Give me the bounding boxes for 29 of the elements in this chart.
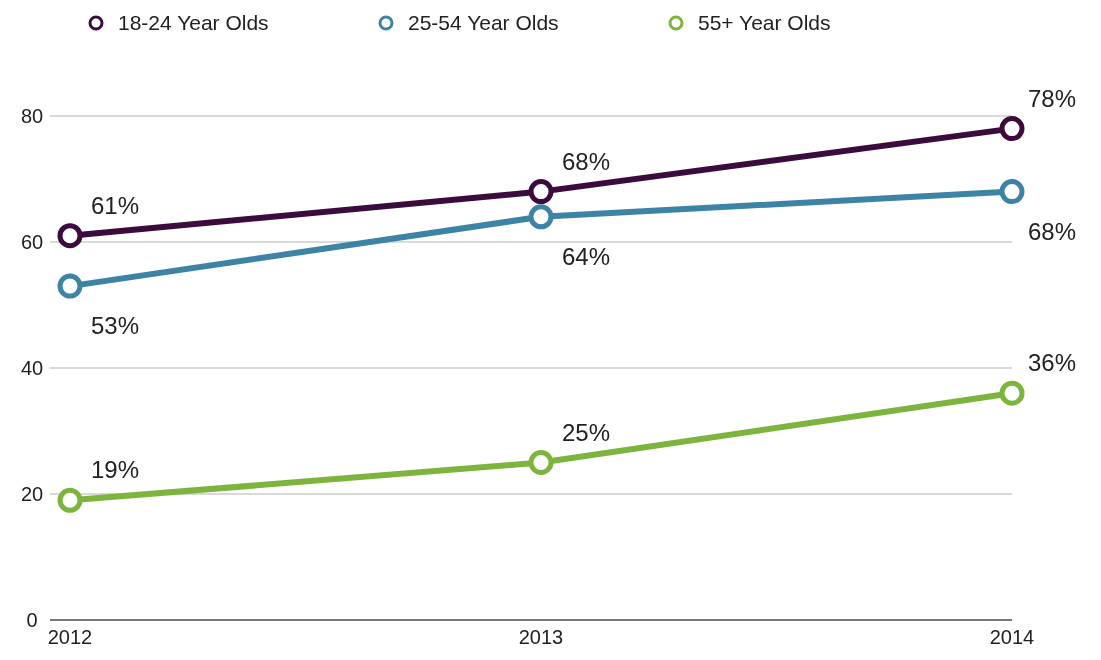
legend-label: 18-24 Year Olds [118,11,269,34]
data-label: 64% [561,242,611,270]
y-tick-label: 0 [26,609,38,631]
y-tick-label: 80 [20,105,44,127]
data-label: 78% [1027,84,1077,112]
data-label: 36% [1027,349,1077,377]
x-tick-label: 2012 [47,626,93,648]
data-label: 68% [1027,217,1077,245]
point [528,179,554,205]
legend-label: 25-54 Year Olds [408,11,559,34]
legend-label: 55+ Year Olds [698,11,831,34]
point [57,223,83,249]
point [528,450,554,475]
y-tick-label: 40 [20,357,44,379]
point [999,380,1025,406]
point [999,116,1025,142]
point [999,179,1025,205]
point [57,487,83,513]
data-label: 25% [561,418,611,446]
x-tick-label: 2013 [518,626,564,648]
data-label: 19% [90,456,140,484]
data-label: 53% [90,312,140,340]
point [528,204,554,230]
data-label: 61% [90,191,140,219]
x-tick-label: 2014 [989,626,1035,648]
point [57,273,83,299]
data-label: 68% [561,147,611,175]
y-tick-label: 60 [20,231,44,253]
y-tick-label: 20 [20,483,44,505]
